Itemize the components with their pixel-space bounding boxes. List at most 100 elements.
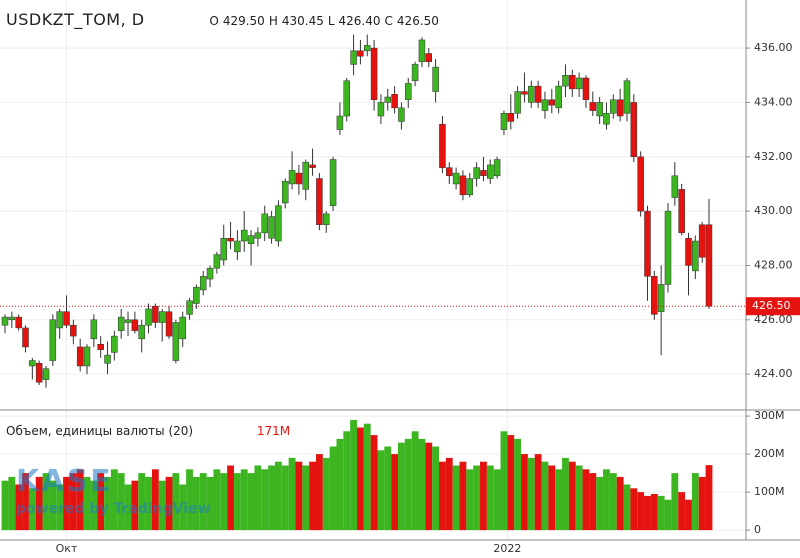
candle-body: [534, 85, 542, 103]
y-tick-label: 432.00: [754, 150, 793, 163]
candle-body: [493, 159, 501, 177]
volume-bar: [575, 465, 583, 531]
volume-bar: [500, 431, 508, 531]
candle-body: [555, 85, 562, 109]
x-tick-label: Окт: [56, 542, 78, 555]
candle-body: [49, 319, 57, 361]
candle-body: [179, 316, 186, 340]
y-tick-label: 426.00: [754, 313, 793, 326]
candle-body: [35, 363, 43, 383]
volume-bar: [411, 431, 419, 531]
volume-bar: [343, 431, 351, 531]
ohlc-key: L: [327, 14, 335, 28]
candle-body: [610, 99, 617, 114]
volume-bar: [28, 488, 36, 531]
volume-bar: [603, 469, 610, 531]
volume-bar: [199, 473, 207, 531]
candle-body: [124, 319, 132, 323]
volume-bar: [657, 495, 665, 531]
volume-bar: [90, 480, 98, 531]
ohlc-key: H: [268, 14, 278, 28]
volume-bar: [220, 473, 228, 531]
volume-bar: [527, 457, 535, 531]
volume-bar: [357, 427, 364, 531]
y-tick-label: 428.00: [754, 258, 793, 271]
volume-title: Объем, единицы валюты (20): [6, 424, 194, 438]
volume-bar: [459, 461, 467, 531]
volume-bar: [425, 442, 433, 531]
candle-body: [685, 238, 692, 266]
candle-body: [507, 113, 515, 122]
candle-body: [692, 240, 699, 272]
ohlc-key: C: [384, 14, 393, 28]
candle-body: [193, 286, 200, 304]
volume-bar: [486, 465, 494, 531]
volume-y-tick-label: 200M: [754, 447, 785, 460]
candle-body: [70, 324, 77, 337]
candle-body: [432, 66, 439, 92]
candle-body: [131, 319, 139, 331]
volume-bar: [445, 457, 453, 531]
candle-body: [8, 316, 16, 321]
volume-bar: [124, 484, 132, 531]
volume-bar: [514, 438, 522, 531]
candle-body: [370, 47, 378, 100]
candle-body: [281, 180, 289, 204]
volume-bar: [616, 476, 624, 531]
volume-bar: [562, 457, 569, 531]
volume-bar: [309, 461, 316, 531]
candle-body: [575, 77, 583, 90]
volume-bar: [186, 469, 193, 531]
candle-body: [541, 99, 549, 111]
volume-bar: [206, 476, 214, 531]
candle-body: [111, 335, 118, 353]
volume-bar: [138, 473, 146, 531]
volume-bar: [117, 473, 125, 531]
candle-body: [15, 316, 22, 329]
candle-body: [630, 102, 638, 158]
last-price-label: 426.50: [752, 299, 791, 312]
watermark-powered: powered by TradingView: [16, 501, 211, 517]
candle-body: [206, 267, 214, 280]
candle-body: [357, 50, 364, 57]
ohlc-legend: O 429.50 H 430.45 L 426.40 C 426.50: [209, 14, 443, 28]
volume-bar: [452, 465, 460, 531]
y-tick-label: 430.00: [754, 204, 793, 217]
volume-bar: [322, 457, 330, 531]
candle-body: [678, 189, 685, 234]
volume-bar: [8, 476, 16, 531]
volume-bar: [507, 435, 515, 531]
last-price-box: [746, 297, 800, 316]
volume-bar: [42, 473, 50, 531]
volume-bar: [35, 476, 43, 531]
candle-body: [364, 45, 371, 52]
candle-body: [261, 213, 268, 234]
volume-bar: [404, 438, 412, 531]
volume-bar: [69, 473, 77, 531]
volume-y-tick-label: 100M: [754, 485, 785, 498]
volume-bar: [377, 450, 385, 531]
volume-value: 171M: [256, 424, 291, 438]
candle-body: [90, 319, 98, 340]
candle-body: [227, 238, 234, 242]
candle-body: [22, 327, 29, 348]
candle-body: [596, 102, 603, 117]
volume-bar: [110, 469, 118, 531]
volume-bar: [329, 446, 337, 531]
candle-body: [268, 216, 275, 239]
volume-bar: [384, 446, 392, 531]
volume-y-tick-label: 0: [754, 523, 761, 536]
volume-bar: [192, 476, 200, 531]
candle-body: [316, 178, 323, 225]
candle-body: [336, 115, 344, 130]
candle-body: [466, 178, 474, 196]
volume-bar: [315, 454, 323, 531]
candle-body: [418, 39, 426, 62]
candle-body: [42, 368, 50, 380]
volume-bar: [145, 476, 152, 531]
volume-bar: [630, 488, 638, 531]
volume-bar: [56, 484, 64, 531]
volume-bar: [1, 480, 9, 531]
